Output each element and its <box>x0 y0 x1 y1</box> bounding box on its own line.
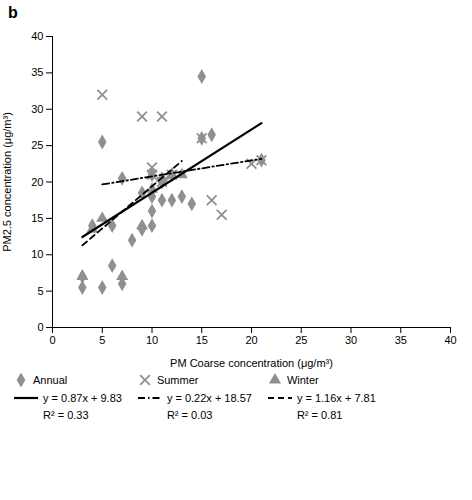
svg-text:5: 5 <box>99 334 105 346</box>
svg-text:10: 10 <box>146 334 158 346</box>
html-text:R² = 0.33: R² = 0.33 <box>43 409 89 421</box>
svg-text:PM Coarse concentration (μg/m³: PM Coarse concentration (μg/m³) <box>170 357 333 369</box>
svg-text:30: 30 <box>345 334 357 346</box>
html-text:R² = 0.03: R² = 0.03 <box>166 409 213 421</box>
html-text:y = 0.22x + 18.57: y = 0.22x + 18.57 <box>166 392 252 404</box>
html-text:Annual: Annual <box>33 374 68 386</box>
svg-text:40: 40 <box>444 334 456 346</box>
html-text:Winter: Winter <box>286 374 319 386</box>
svg-text:40: 40 <box>31 30 43 42</box>
html-text:y = 0.87x + 9.83: y = 0.87x + 9.83 <box>43 392 122 404</box>
svg-text:0: 0 <box>49 334 55 346</box>
svg-text:PM2.5 concentration (μg/m³): PM2.5 concentration (μg/m³) <box>1 112 13 252</box>
svg-text:15: 15 <box>31 212 43 224</box>
svg-text:5: 5 <box>37 285 43 297</box>
svg-text:20: 20 <box>31 176 43 188</box>
svg-text:35: 35 <box>395 334 407 346</box>
svg-text:25: 25 <box>295 334 307 346</box>
svg-text:15: 15 <box>196 334 208 346</box>
svg-text:30: 30 <box>31 103 43 115</box>
html-text:b: b <box>8 4 18 21</box>
svg-text:10: 10 <box>31 248 43 260</box>
svg-text:0: 0 <box>37 321 43 333</box>
svg-text:20: 20 <box>245 334 257 346</box>
html-text:y = 1.16x + 7.81: y = 1.16x + 7.81 <box>296 392 376 404</box>
html-text:Summer: Summer <box>156 374 199 386</box>
svg-text:25: 25 <box>31 139 43 151</box>
html-text:R² = 0.81: R² = 0.81 <box>296 409 343 421</box>
svg-text:35: 35 <box>31 66 43 78</box>
